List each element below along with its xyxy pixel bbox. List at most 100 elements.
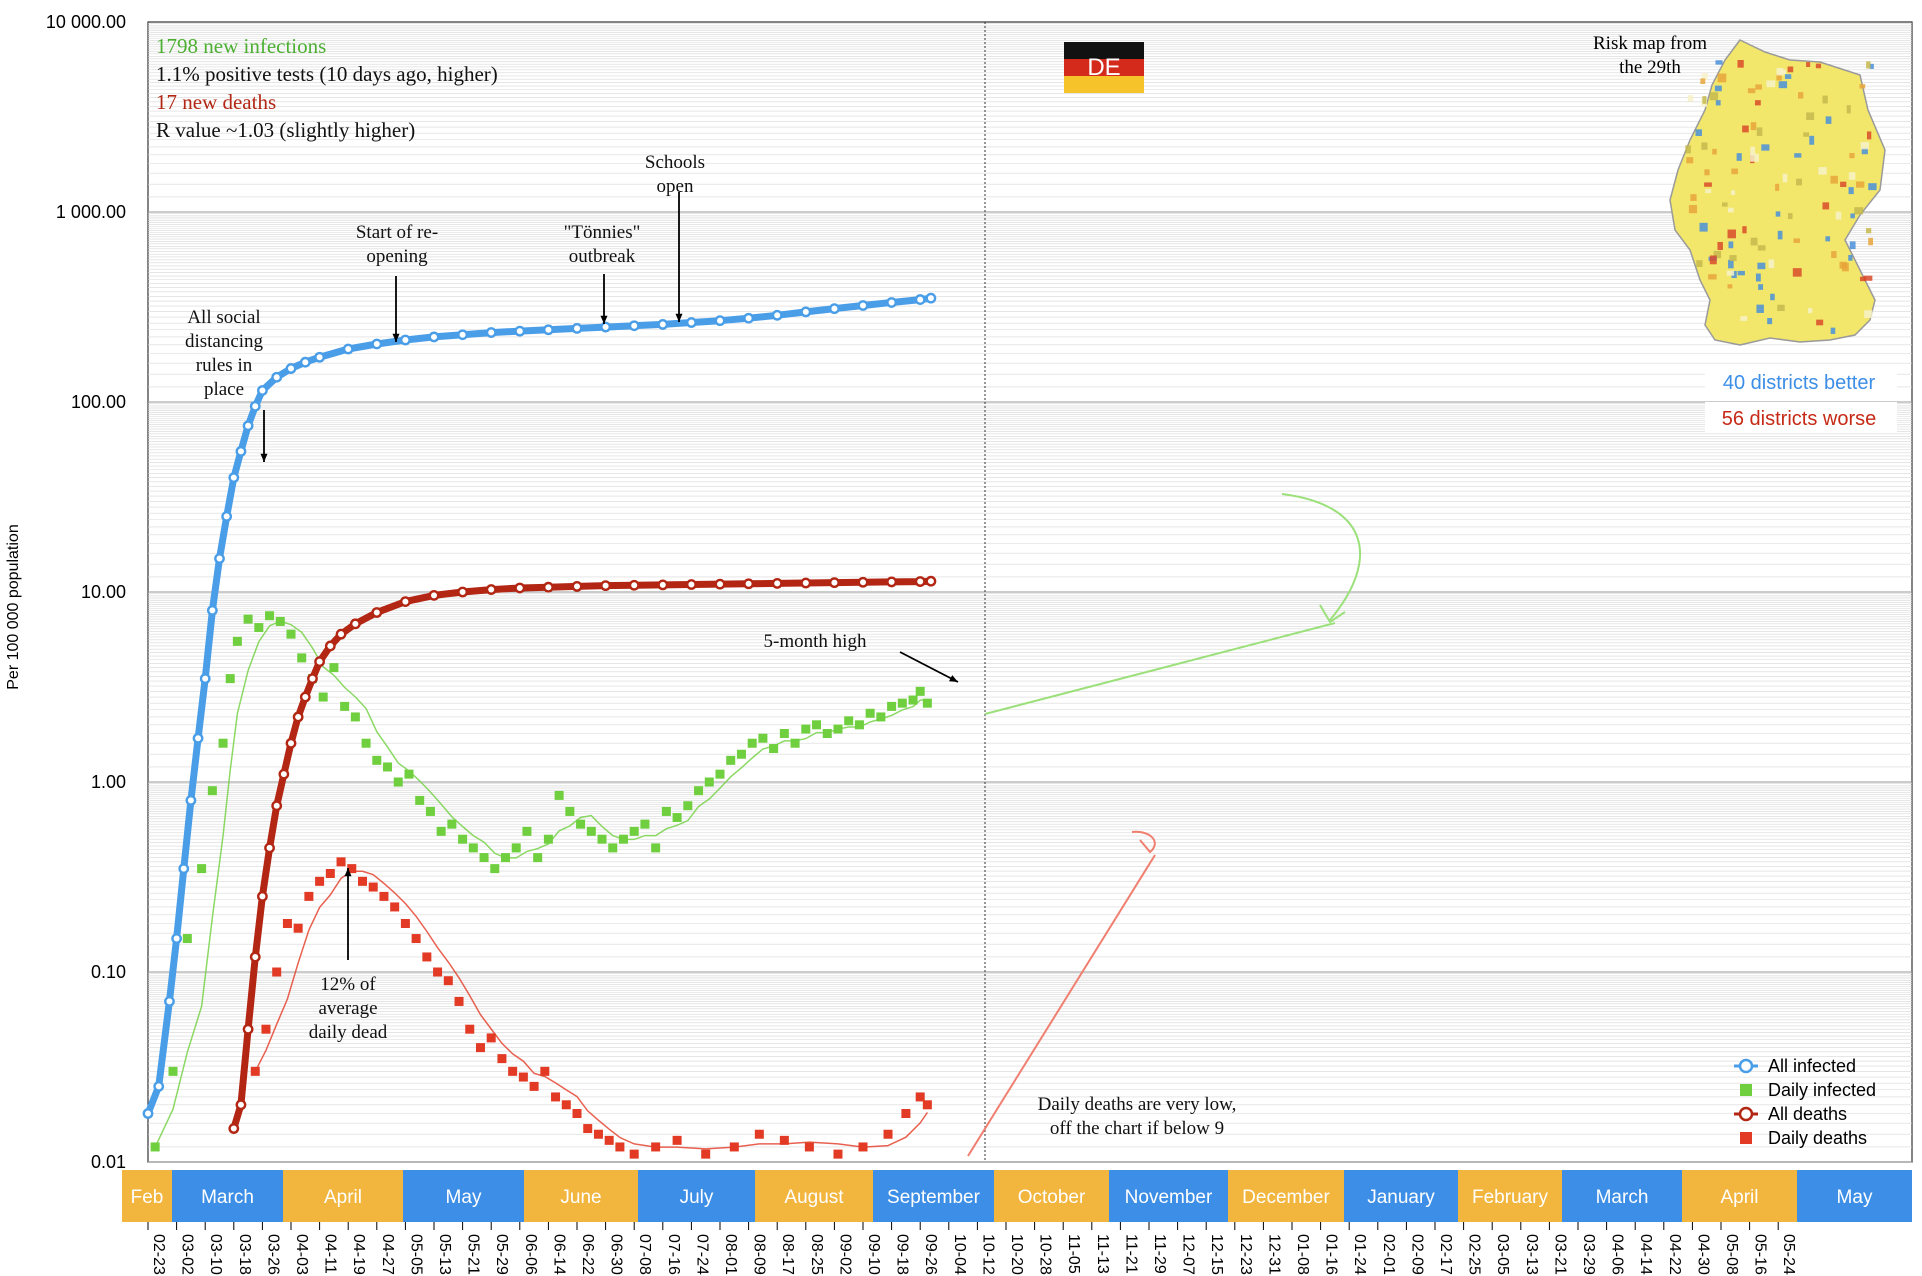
data-point <box>833 1149 843 1159</box>
month-band-segment <box>283 1170 403 1222</box>
map-district <box>1776 74 1782 81</box>
data-point <box>657 579 669 591</box>
annotation-schools: Schools <box>645 152 705 173</box>
map-district <box>1766 80 1776 88</box>
annotation-tonnies: "Tönnies" <box>564 222 641 243</box>
data-point <box>315 876 325 886</box>
data-point <box>485 584 497 595</box>
map-district <box>1704 169 1710 176</box>
map-district <box>1726 270 1735 276</box>
month-band-segment <box>524 1170 638 1222</box>
map-district <box>1755 273 1761 282</box>
map-district <box>1792 268 1802 277</box>
data-point <box>747 738 757 748</box>
map-district <box>1737 60 1744 68</box>
map-district <box>1705 189 1712 194</box>
data-point <box>218 738 228 748</box>
map-district <box>1695 129 1702 136</box>
risk-map: Risk map from the 29th 40 districts bett… <box>1593 33 1897 432</box>
data-point <box>754 1129 764 1139</box>
data-point <box>865 708 875 718</box>
data-point <box>454 996 464 1006</box>
data-point <box>250 1066 260 1076</box>
month-label: September <box>887 1187 981 1208</box>
data-point <box>551 1092 561 1102</box>
map-district <box>1688 205 1698 214</box>
y-tick-label: 10.00 <box>81 582 126 602</box>
data-point <box>857 576 869 588</box>
stat-r-value: R value ~1.03 (slightly higher) <box>156 118 415 142</box>
rolling-average-line <box>154 620 928 1148</box>
data-point <box>593 1129 603 1139</box>
data-point <box>514 582 526 594</box>
data-point <box>672 1135 682 1145</box>
data-point <box>271 371 283 383</box>
map-district <box>1787 213 1793 220</box>
month-label: May <box>1837 1187 1873 1208</box>
data-point <box>529 1081 539 1091</box>
grid <box>147 21 1913 1163</box>
data-point <box>214 553 225 564</box>
data-point <box>297 653 307 663</box>
map-district <box>1702 96 1707 104</box>
month-band-segment <box>994 1170 1109 1222</box>
map-district <box>1737 270 1745 276</box>
data-point <box>399 334 411 346</box>
data-point <box>347 864 357 874</box>
map-district <box>1708 274 1717 280</box>
map-district <box>1830 327 1836 334</box>
map-district <box>1731 270 1737 279</box>
month-band-segment <box>1228 1170 1344 1222</box>
map-district <box>1722 202 1728 207</box>
data-point <box>583 1124 593 1134</box>
x-tick-label: 01-16 <box>1323 1234 1340 1275</box>
map-district <box>1863 275 1873 281</box>
map-district <box>1754 100 1761 106</box>
data-point <box>425 806 435 816</box>
data-point <box>242 1023 254 1035</box>
month-label: August <box>784 1187 844 1208</box>
month-band-segment <box>1458 1170 1562 1222</box>
x-tick-label: 10-20 <box>1008 1234 1025 1275</box>
annotation-arrowhead <box>344 868 352 877</box>
data-point <box>887 701 897 711</box>
x-tick-label: 03-29 <box>1580 1234 1597 1275</box>
map-district <box>1861 147 1868 155</box>
data-point <box>142 1108 154 1119</box>
map-caption-line1: Risk map from <box>1593 33 1707 54</box>
x-tick-label: 06-30 <box>608 1234 625 1275</box>
map-district <box>1690 194 1697 201</box>
map-district <box>1747 88 1756 94</box>
data-point <box>543 834 553 844</box>
x-tick-label: 04-03 <box>293 1234 310 1275</box>
map-district <box>1740 316 1748 321</box>
data-point <box>325 868 335 878</box>
map-district <box>1758 284 1764 290</box>
x-tick-label: 02-09 <box>1408 1234 1425 1275</box>
data-point <box>508 1066 518 1076</box>
data-point <box>854 720 864 730</box>
data-point <box>629 1149 639 1159</box>
data-point <box>314 656 325 668</box>
x-tick-label: 05-08 <box>1723 1234 1740 1275</box>
map-district <box>1796 178 1802 186</box>
map-district <box>1848 172 1856 180</box>
annotation-social-distancing: place <box>204 379 244 400</box>
map-district <box>1756 304 1764 313</box>
data-point <box>335 628 347 640</box>
data-point <box>571 581 583 592</box>
x-tick-label: 04-30 <box>1694 1234 1711 1275</box>
data-point <box>800 306 812 318</box>
legend-label: Daily deaths <box>1768 1128 1867 1148</box>
data-point <box>886 576 897 588</box>
data-point <box>265 611 275 621</box>
data-point <box>465 1024 475 1034</box>
annotation-pct-dead: 12% of <box>320 974 376 995</box>
series-all-infected <box>142 292 937 1119</box>
map-district <box>1756 127 1763 137</box>
data-point <box>292 711 304 723</box>
x-tick-label: 07-08 <box>636 1234 653 1275</box>
map-district <box>1803 132 1810 137</box>
data-point <box>600 580 611 592</box>
map-district <box>1696 260 1703 267</box>
